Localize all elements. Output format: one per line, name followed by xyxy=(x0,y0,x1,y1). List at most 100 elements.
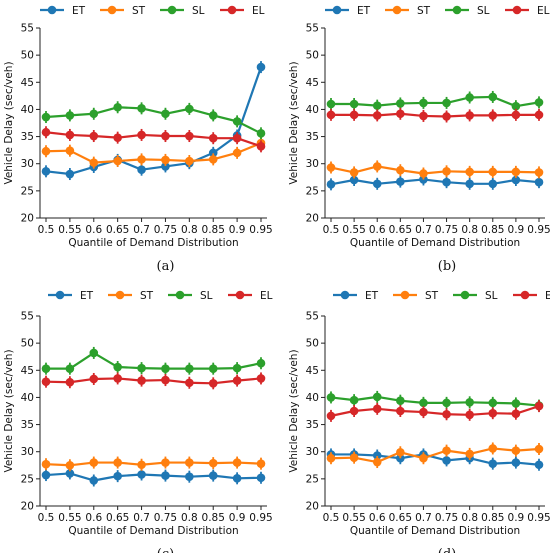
y-tick-label: 25 xyxy=(306,185,319,197)
series-sl xyxy=(326,390,544,412)
data-point xyxy=(185,131,194,141)
x-tick-label: 0.5 xyxy=(38,512,55,524)
legend-marker-et xyxy=(340,290,350,300)
data-point xyxy=(89,476,99,485)
panel-label: (c) xyxy=(157,547,174,553)
series-line-el xyxy=(331,112,539,118)
data-point xyxy=(419,407,428,417)
legend-label-st: ST xyxy=(417,5,431,17)
data-point xyxy=(65,146,75,155)
data-point xyxy=(41,112,51,122)
data-point xyxy=(442,446,451,455)
x-tick-label: 0.95 xyxy=(249,512,272,524)
legend-marker-el xyxy=(520,290,530,300)
data-point xyxy=(41,470,51,480)
data-point xyxy=(419,169,428,178)
data-point xyxy=(113,156,122,166)
y-tick-label: 50 xyxy=(21,50,34,62)
data-point xyxy=(442,409,451,419)
data-point xyxy=(511,409,521,419)
data-point xyxy=(137,104,146,113)
y-tick-label: 30 xyxy=(306,158,319,170)
x-axis-label: Quantile of Demand Distribution xyxy=(350,525,520,537)
data-point xyxy=(488,459,498,468)
chart-panel-1: 20 25 30 35 40 45 50 55 0.5 0.55 0.6 0.65 0.7 0.75 0.8… xyxy=(3,5,273,274)
series-st xyxy=(326,160,544,180)
y-tick-label: 35 xyxy=(306,419,319,431)
y-tick-label: 55 xyxy=(306,23,319,35)
x-tick-label: 0.7 xyxy=(415,224,432,236)
data-point xyxy=(534,168,544,177)
data-point xyxy=(65,169,75,179)
data-point xyxy=(208,133,218,143)
x-tick-label: 0.8 xyxy=(181,512,198,524)
data-point xyxy=(137,376,146,385)
data-point xyxy=(396,99,405,108)
x-tick-label: 0.6 xyxy=(369,512,386,524)
data-point xyxy=(65,364,75,373)
data-point xyxy=(208,471,218,480)
legend-label-el: EL xyxy=(537,5,550,17)
data-point xyxy=(511,399,521,408)
x-tick-label: 0.8 xyxy=(461,512,478,524)
data-point xyxy=(232,133,242,143)
data-point xyxy=(161,458,170,467)
data-point xyxy=(137,130,146,140)
legend-marker-st xyxy=(392,5,402,15)
data-point xyxy=(372,101,382,110)
data-point xyxy=(372,404,382,414)
data-point xyxy=(442,112,451,121)
y-axis-label: Vehicle Delay (sec/veh) xyxy=(3,349,15,472)
data-point xyxy=(185,156,194,166)
data-point xyxy=(442,177,451,187)
series-line-sl xyxy=(331,95,540,108)
data-point xyxy=(89,158,99,167)
data-point xyxy=(511,175,521,185)
data-point xyxy=(232,363,242,373)
legend-marker-el xyxy=(235,290,245,300)
data-point xyxy=(349,406,359,416)
x-tick-label: 0.75 xyxy=(435,224,458,236)
series-sl xyxy=(41,346,266,375)
x-tick-label: 0.65 xyxy=(389,224,412,236)
data-point xyxy=(113,362,122,372)
data-point xyxy=(396,447,405,457)
data-point xyxy=(396,165,405,175)
data-point xyxy=(349,395,359,405)
series-line-el xyxy=(45,131,262,148)
y-tick-label: 50 xyxy=(306,50,319,62)
data-point xyxy=(185,378,194,388)
data-point xyxy=(65,469,75,478)
series-el xyxy=(41,372,266,390)
series-line-et xyxy=(330,178,540,186)
legend-marker-sl xyxy=(175,290,185,300)
data-point xyxy=(534,177,544,187)
legend-label-et: ET xyxy=(80,290,94,302)
x-tick-label: 0.65 xyxy=(106,512,129,524)
series-el xyxy=(326,107,544,123)
legend-label-et: ET xyxy=(365,290,379,302)
data-point xyxy=(208,379,218,388)
series-line-sl xyxy=(45,106,262,135)
data-point xyxy=(326,99,336,109)
data-point xyxy=(137,165,146,174)
y-tick-label: 20 xyxy=(21,501,34,513)
y-tick-label: 55 xyxy=(21,311,34,323)
data-point xyxy=(185,104,194,114)
data-point xyxy=(41,459,51,469)
data-point xyxy=(372,111,382,120)
legend-label-st: ST xyxy=(140,290,154,302)
data-point xyxy=(208,111,218,120)
data-point xyxy=(256,473,266,483)
data-point xyxy=(113,374,122,383)
y-axis-label: Vehicle Delay (sec/veh) xyxy=(288,61,300,184)
data-point xyxy=(161,375,170,385)
y-tick-label: 50 xyxy=(306,338,319,350)
data-point xyxy=(465,449,474,459)
series-sl xyxy=(326,90,544,113)
data-point xyxy=(419,98,428,108)
data-point xyxy=(161,162,170,171)
data-point xyxy=(349,99,359,109)
data-point xyxy=(396,109,405,119)
y-tick-label: 40 xyxy=(21,104,34,116)
